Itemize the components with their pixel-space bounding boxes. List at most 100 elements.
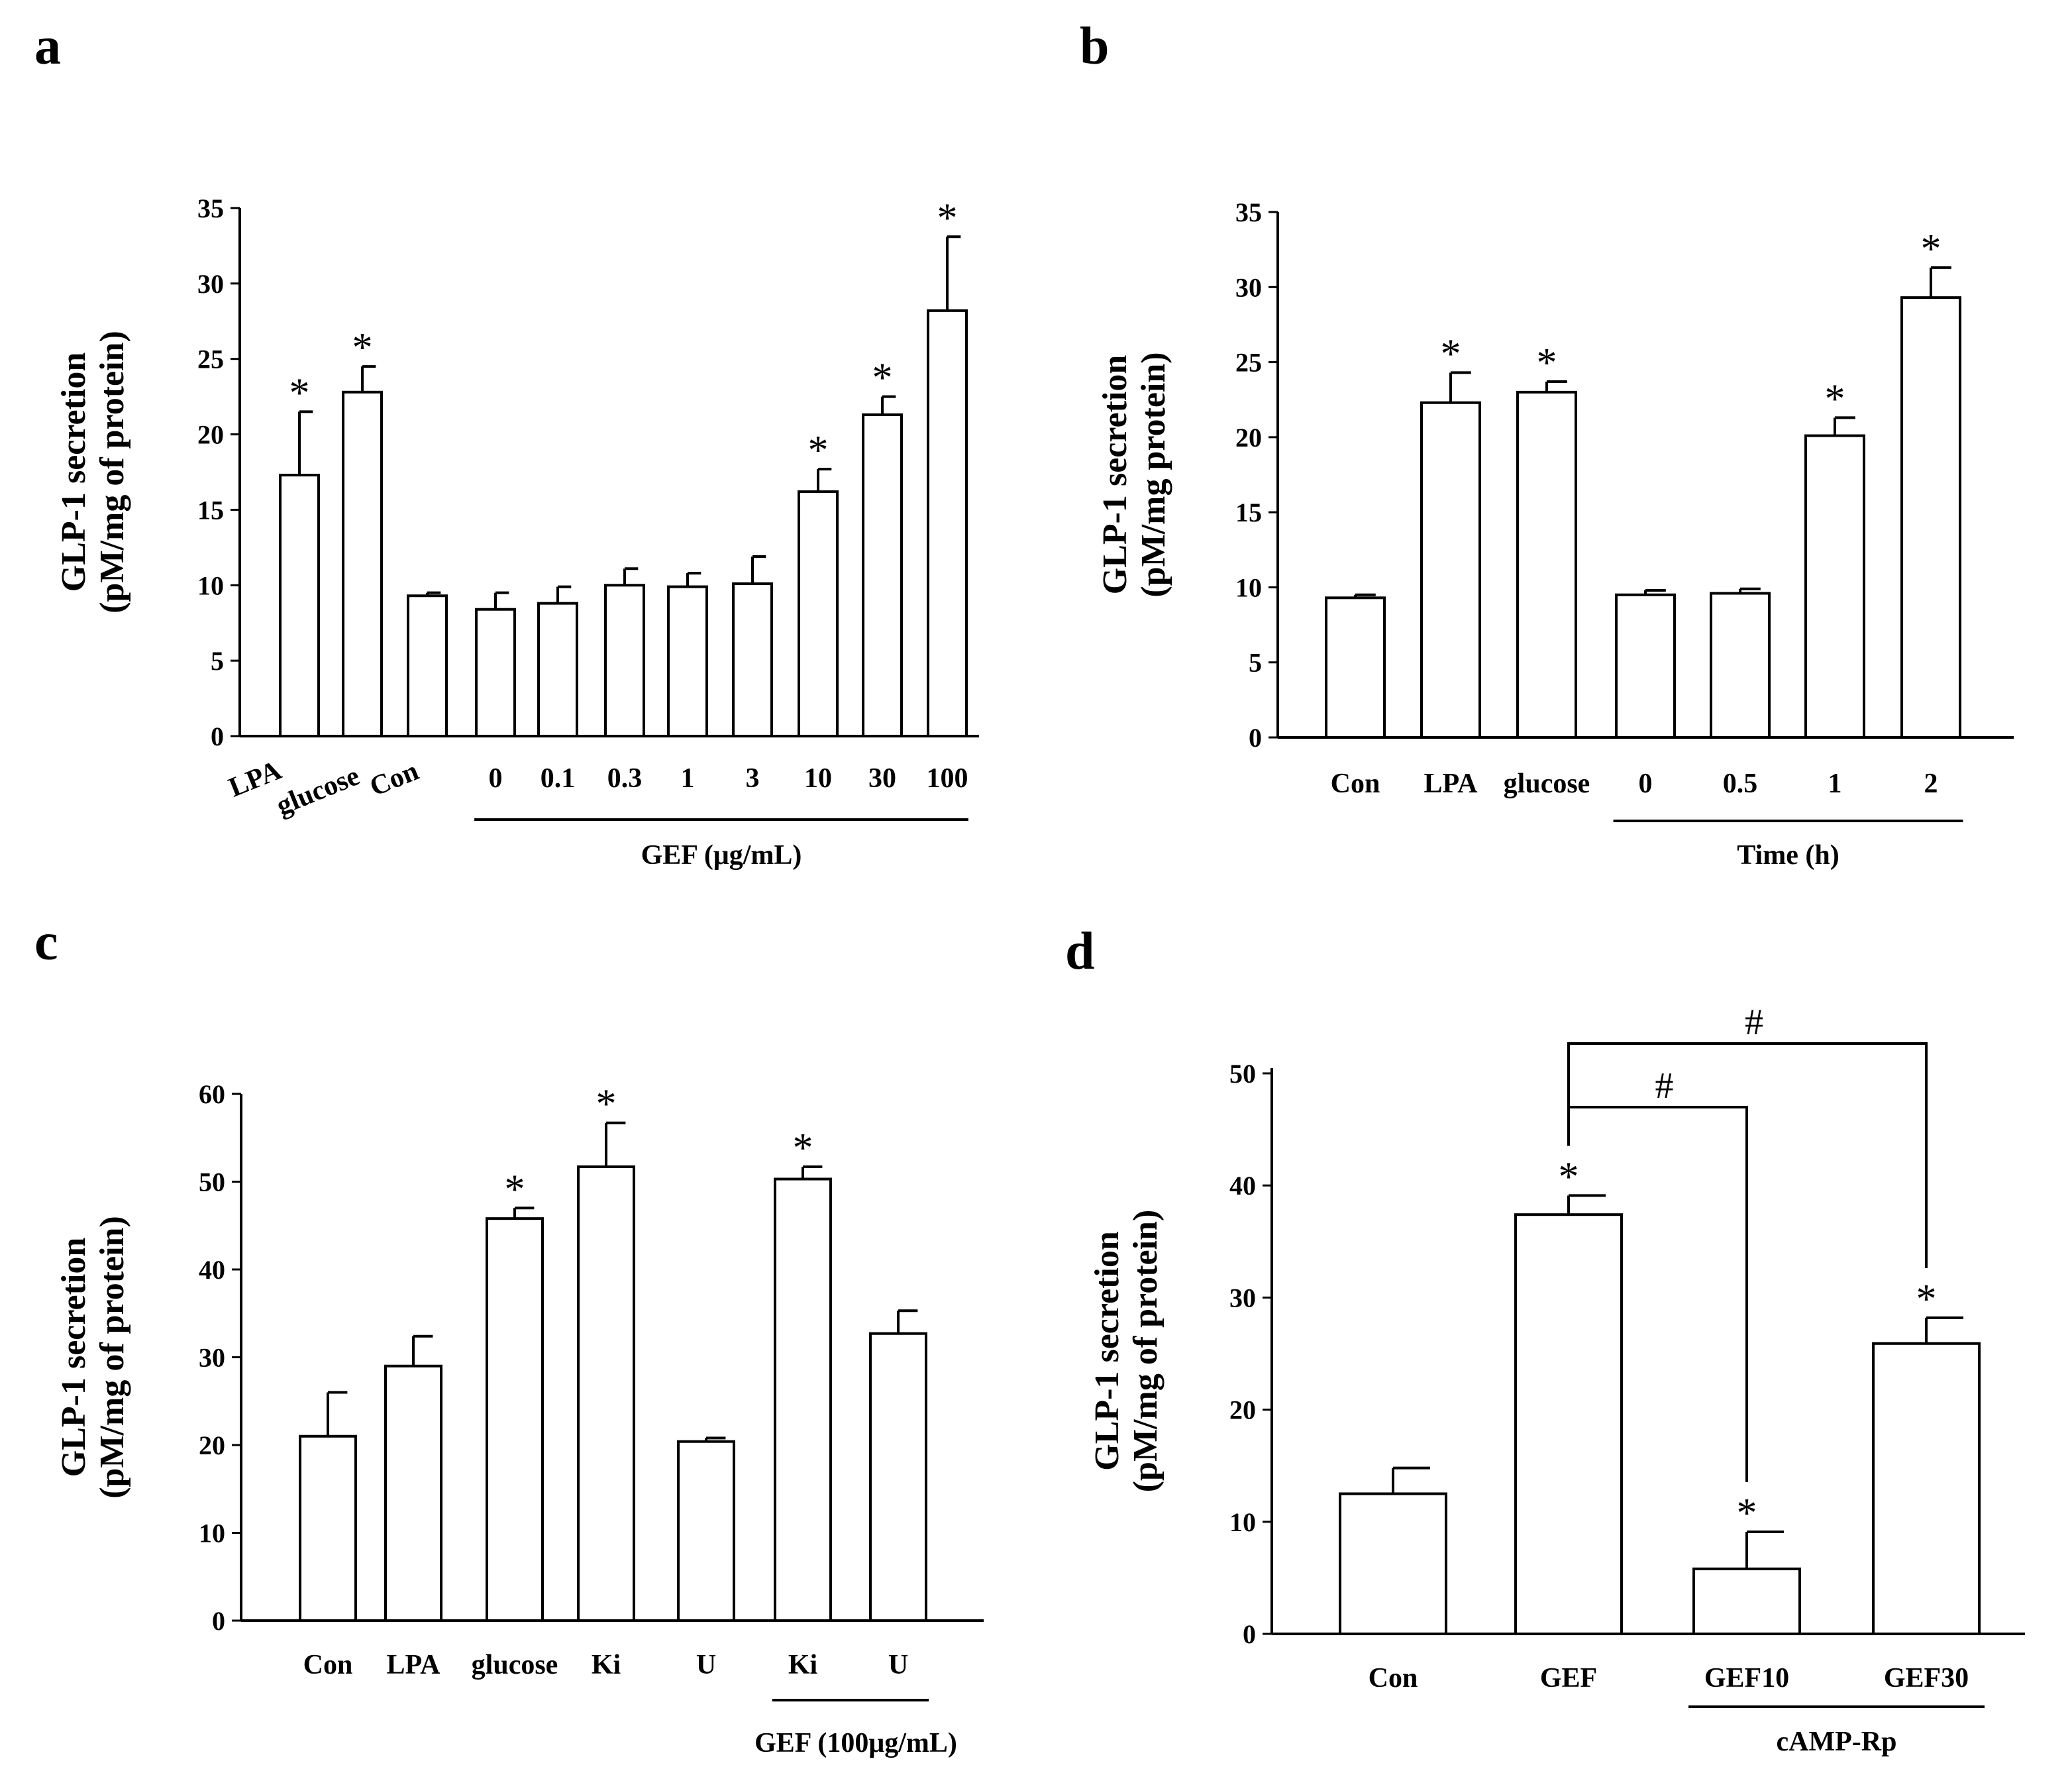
d-y-tick-label: 20 xyxy=(1229,1395,1256,1425)
a-bar xyxy=(798,490,839,737)
a-category-label: 10 xyxy=(804,763,832,794)
a-group-label: GEF (μg/mL) xyxy=(641,840,802,871)
b-y-tick-label: 35 xyxy=(1235,197,1262,227)
panel-c-letter: c xyxy=(34,913,58,971)
d-significance-star: * xyxy=(1916,1277,1937,1322)
panel-d-letter: d xyxy=(1065,922,1095,981)
c-y-tick-label: 20 xyxy=(199,1430,225,1460)
b-significance-star: * xyxy=(1537,341,1557,386)
a-y-axis-title-line: GLP-1 secretion xyxy=(55,352,93,592)
b-category-label: LPA xyxy=(1424,769,1478,799)
a-bar xyxy=(604,584,645,737)
b-bar xyxy=(1516,390,1577,739)
c-category-label: Ki xyxy=(788,1650,818,1680)
a-significance-star: * xyxy=(872,356,893,401)
c-significance-star: * xyxy=(596,1082,617,1127)
a-y-tick-label: 35 xyxy=(197,193,224,223)
panel-a-letter: a xyxy=(34,17,61,76)
b-bar xyxy=(1615,593,1676,739)
a-category-label: glucose xyxy=(272,761,364,822)
b-bar xyxy=(1900,296,1961,739)
c-bar xyxy=(677,1440,735,1622)
a-category-label: 1 xyxy=(681,763,695,794)
b-y-tick-label: 0 xyxy=(1249,723,1262,753)
b-y-tick-label: 30 xyxy=(1235,272,1262,302)
c-y-tick-label: 50 xyxy=(199,1167,225,1197)
panel-b-letter: b xyxy=(1080,17,1110,76)
a-category-label: 3 xyxy=(746,763,760,794)
c-y-tick-label: 0 xyxy=(212,1606,225,1636)
d-bar xyxy=(1692,1567,1801,1636)
c-category-label: U xyxy=(696,1650,716,1680)
d-y-axis-title: GLP-1 secretion(pM/mg of protein) xyxy=(1088,1210,1165,1493)
d-bar xyxy=(1872,1342,1981,1635)
a-bar xyxy=(667,585,708,738)
a-category-label: 0 xyxy=(489,763,503,794)
a-y-axis-title-line: (pM/mg of protein) xyxy=(93,331,131,614)
d-significance-star: * xyxy=(1737,1491,1757,1536)
c-category-label: glucose xyxy=(472,1650,558,1680)
c-bar xyxy=(577,1165,635,1622)
d-y-tick-label: 50 xyxy=(1229,1059,1256,1089)
c-bar xyxy=(384,1364,442,1622)
b-category-label: glucose xyxy=(1504,769,1590,799)
a-y-tick-label: 5 xyxy=(211,646,224,676)
c-category-label: U xyxy=(888,1650,908,1680)
a-category-label: 0.3 xyxy=(607,763,643,794)
b-category-label: 1 xyxy=(1828,769,1842,799)
a-significance-star: * xyxy=(289,370,310,415)
c-y-axis-title-line: (pM/mg of protein) xyxy=(93,1216,131,1499)
b-y-axis-title-line: GLP-1 secretion xyxy=(1096,355,1134,595)
b-y-axis-title: GLP-1 secretion(pM/mg protein) xyxy=(1096,352,1172,597)
a-bar xyxy=(407,594,448,737)
b-bar xyxy=(1710,592,1771,739)
d-group-label: cAMP-Rp xyxy=(1777,1727,1897,1757)
a-significance-star: * xyxy=(808,428,829,473)
b-bar xyxy=(1325,596,1386,739)
d-y-tick-label: 10 xyxy=(1229,1507,1256,1537)
a-bar xyxy=(862,413,903,737)
a-category-label: 100 xyxy=(927,763,968,794)
c-significance-star: * xyxy=(793,1126,813,1171)
d-comparison-label: # xyxy=(1745,1002,1763,1043)
d-y-tick-label: 40 xyxy=(1229,1171,1256,1201)
a-y-tick-label: 0 xyxy=(211,722,224,751)
a-bar xyxy=(475,608,516,737)
d-significance-star: * xyxy=(1559,1154,1579,1199)
b-bar xyxy=(1420,401,1481,739)
b-y-axis-title-line: (pM/mg protein) xyxy=(1135,352,1172,597)
d-category-label: GEF30 xyxy=(1884,1663,1969,1694)
c-group-label: GEF (100μg/mL) xyxy=(754,1728,957,1758)
d-y-axis-title-line: GLP-1 secretion xyxy=(1088,1231,1126,1471)
b-category-label: 0.5 xyxy=(1723,769,1758,799)
a-bar xyxy=(732,582,773,737)
d-category-label: GEF xyxy=(1540,1663,1597,1694)
c-y-axis-title-line: GLP-1 secretion xyxy=(55,1238,93,1478)
a-y-axis-title: GLP-1 secretion(pM/mg of protein) xyxy=(55,331,131,614)
d-y-tick-label: 30 xyxy=(1229,1283,1256,1313)
a-bar xyxy=(279,474,320,737)
d-comparison-label: # xyxy=(1655,1065,1674,1106)
a-category-label: Con xyxy=(366,756,423,803)
b-significance-star: * xyxy=(1441,331,1461,376)
a-y-tick-label: 20 xyxy=(197,420,224,450)
a-significance-star: * xyxy=(937,195,958,241)
b-y-tick-label: 25 xyxy=(1235,348,1262,378)
b-group-label: Time (h) xyxy=(1737,840,1839,871)
a-category-label: 30 xyxy=(868,763,896,794)
a-bar xyxy=(537,602,578,738)
panel-c: c 0 10 20 30 40 50 60 GLP-1 secretion(pM/mg of … xyxy=(34,913,984,1758)
a-y-tick-label: 10 xyxy=(197,570,224,600)
d-category-label: Con xyxy=(1369,1663,1418,1694)
a-y-tick-label: 25 xyxy=(197,345,224,374)
panel-d: d 0 10 20 30 40 50 GLP-1 secretion(pM/mg of pr… xyxy=(1065,922,2025,1757)
d-category-label: GEF10 xyxy=(1704,1663,1789,1694)
b-y-tick-label: 10 xyxy=(1235,572,1262,602)
c-bar xyxy=(299,1434,357,1622)
d-bar xyxy=(1339,1492,1447,1635)
c-y-tick-label: 40 xyxy=(199,1255,225,1285)
b-significance-star: * xyxy=(1921,227,1942,272)
a-bar xyxy=(342,390,383,737)
c-category-label: Con xyxy=(303,1650,353,1680)
